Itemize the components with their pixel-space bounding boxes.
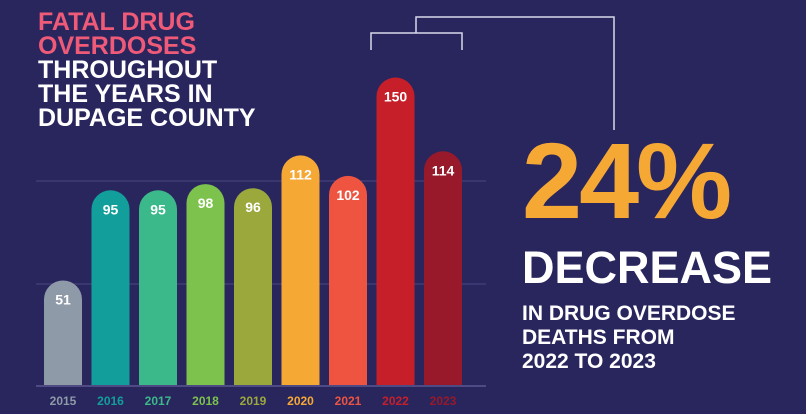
- bars: 51 2015 95 2016 95 2017 98 2018 96 2019 112 2020 102…: [44, 77, 462, 408]
- bracket: [415, 16, 615, 130]
- value-label: 150: [384, 89, 408, 105]
- value-label: 96: [245, 199, 261, 215]
- bar: [424, 151, 462, 385]
- title-line: DUPAGE COUNTY: [38, 104, 256, 132]
- bar: [186, 184, 225, 385]
- bar: [281, 155, 320, 385]
- x-tick-label: 2016: [97, 394, 124, 408]
- x-tick-label: 2015: [50, 394, 77, 408]
- bar: [139, 190, 177, 385]
- bar: [91, 190, 130, 385]
- subhead: DECREASE: [522, 242, 772, 293]
- bar: [234, 188, 272, 385]
- title-highlight: OVERDOSES: [38, 32, 196, 60]
- title-line: THE YEARS IN: [38, 80, 213, 108]
- bar: [44, 280, 82, 385]
- value-label: 51: [55, 291, 71, 307]
- x-tick-label: 2021: [335, 394, 362, 408]
- value-label: 112: [289, 166, 312, 182]
- value-label: 102: [336, 187, 360, 203]
- headline: 24%: [522, 120, 730, 241]
- x-tick-label: 2020: [287, 394, 314, 408]
- x-tick-label: 2023: [430, 394, 457, 408]
- value-label: 98: [198, 195, 214, 211]
- bar: [376, 77, 415, 385]
- title-highlight: FATAL DRUG: [38, 8, 195, 36]
- x-tick-label: 2017: [145, 394, 172, 408]
- value-label: 95: [103, 201, 119, 217]
- bar: [329, 175, 367, 385]
- title-line: THROUGHOUT: [38, 56, 217, 84]
- x-tick-label: 2022: [382, 394, 409, 408]
- note-line: 2022 TO 2023: [522, 350, 656, 373]
- x-tick-label: 2018: [192, 394, 219, 408]
- value-label: 95: [150, 201, 166, 217]
- note-line: IN DRUG OVERDOSE: [522, 302, 736, 325]
- x-tick-label: 2019: [240, 394, 267, 408]
- value-label: 114: [432, 162, 455, 178]
- note-line: DEATHS FROM: [522, 326, 674, 349]
